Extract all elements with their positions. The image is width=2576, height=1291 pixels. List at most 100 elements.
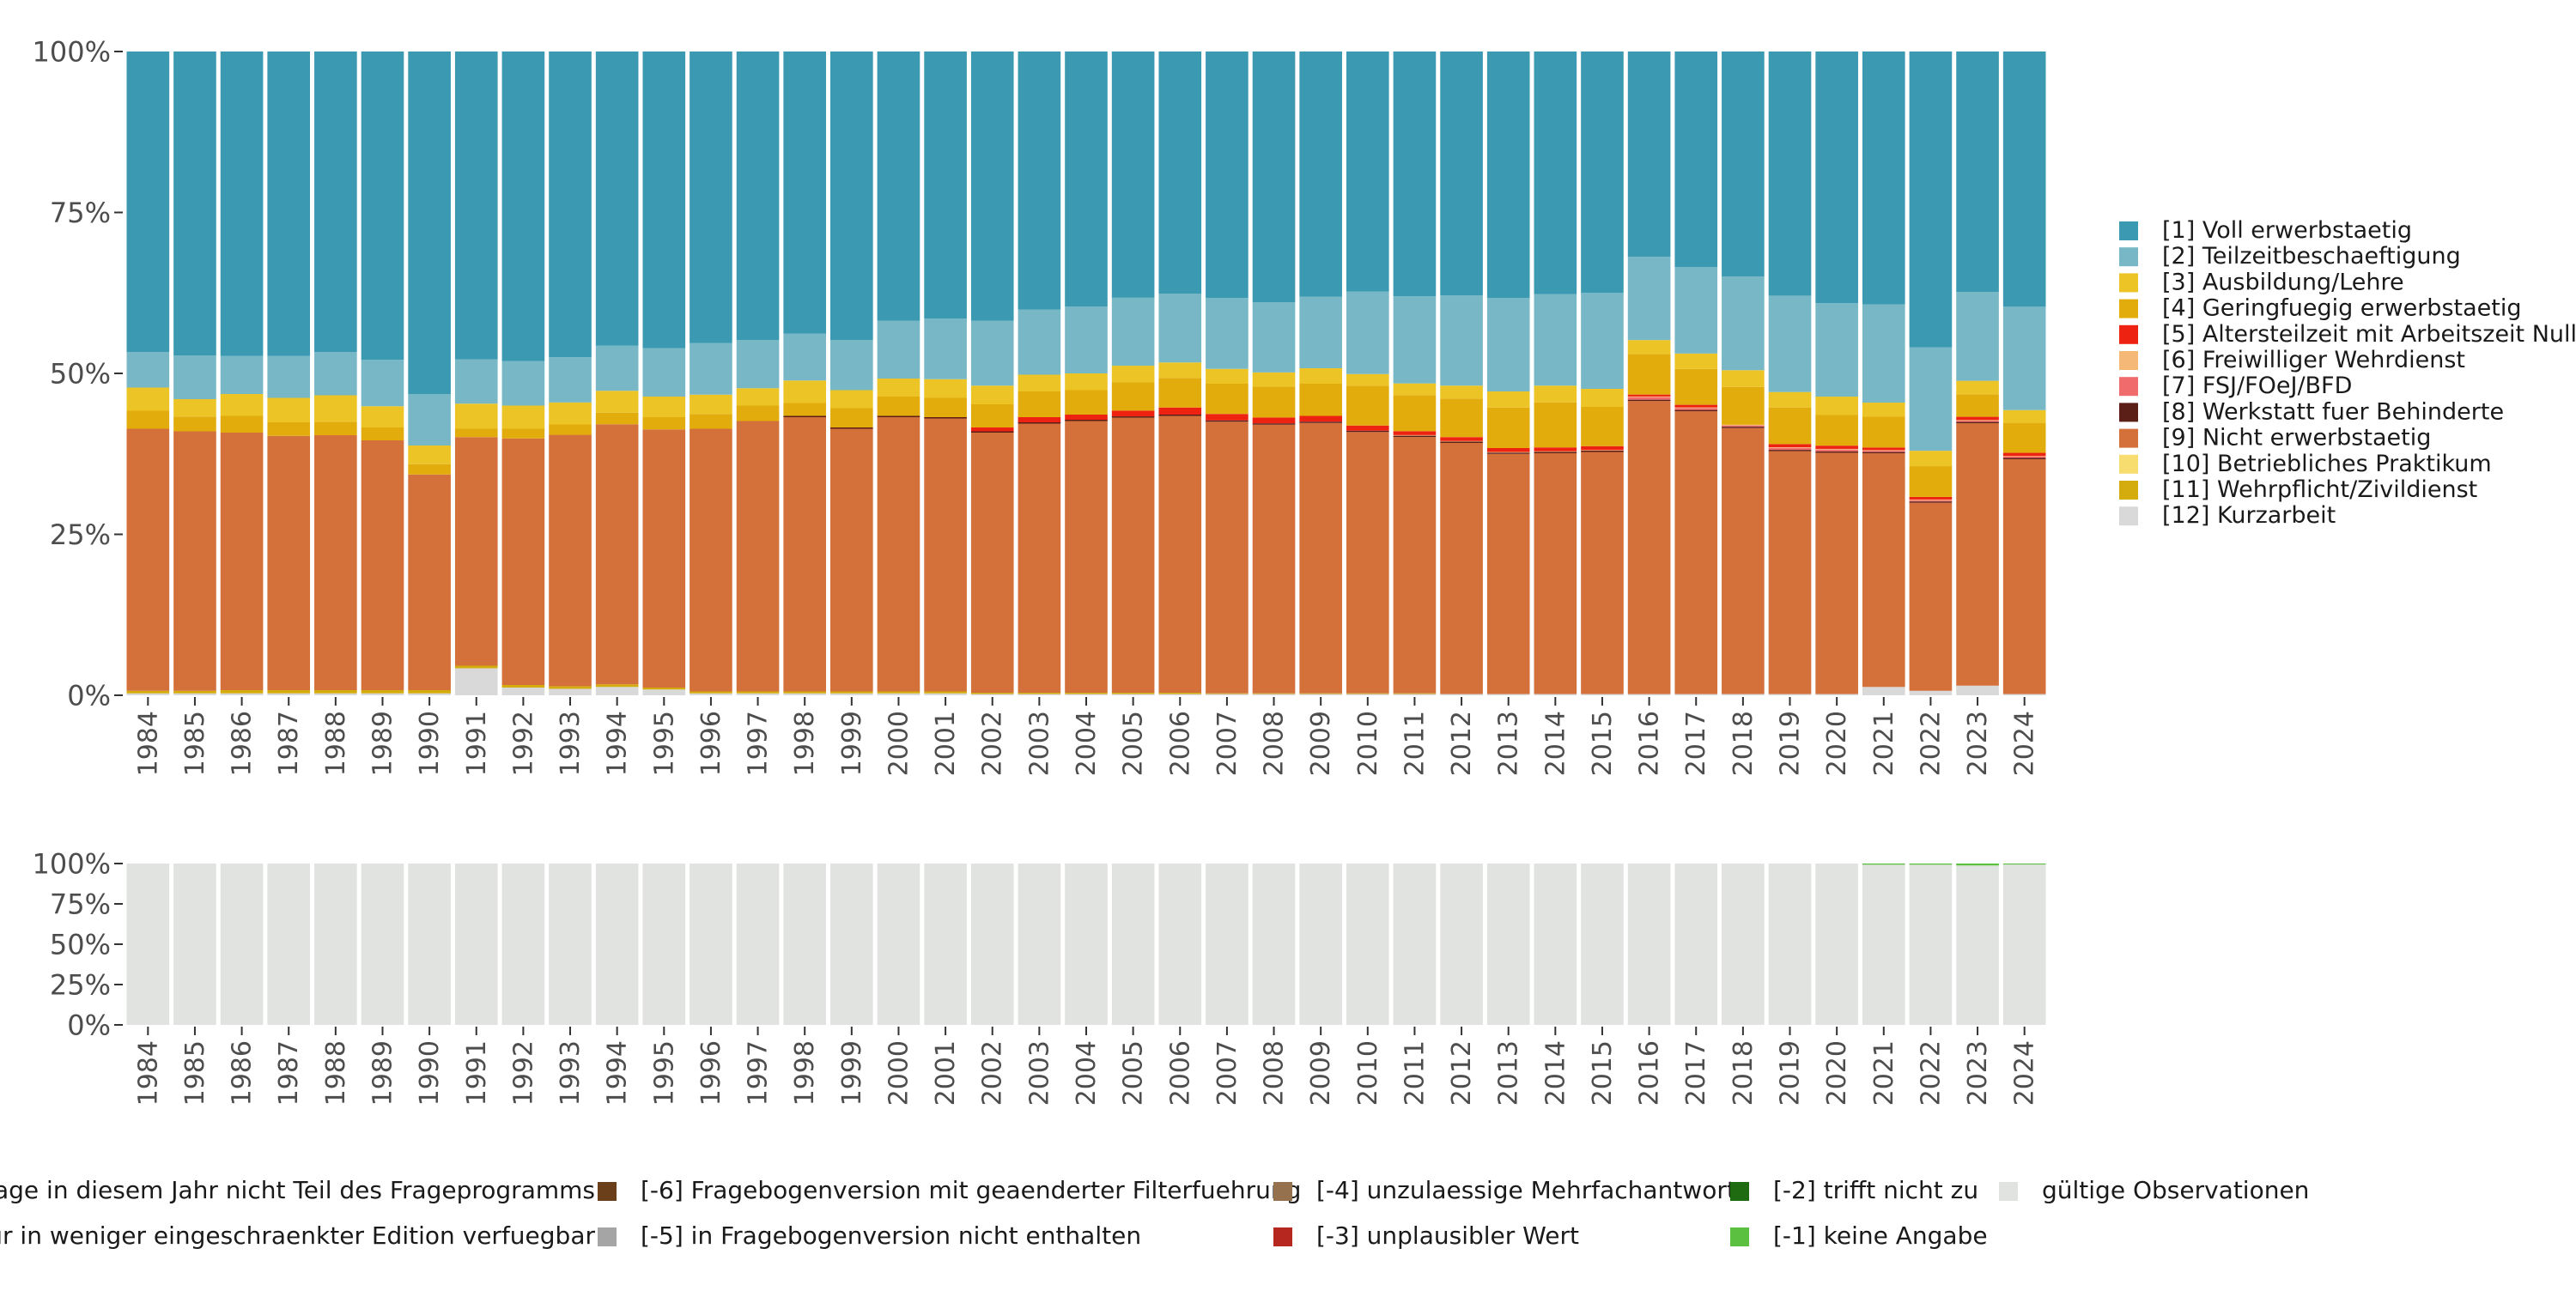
bar-segment bbox=[1018, 391, 1061, 417]
bar-segment bbox=[1862, 450, 1905, 452]
bar-segment bbox=[1768, 52, 1812, 296]
bar-segment bbox=[877, 691, 920, 694]
legend-swatch bbox=[2119, 247, 2138, 267]
bar-segment bbox=[1065, 694, 1108, 695]
bar-segment bbox=[2002, 458, 2046, 694]
top-axis-xtick-label: 1997 bbox=[744, 711, 774, 776]
bar-segment bbox=[1815, 694, 1858, 695]
bar-segment bbox=[1815, 452, 1858, 694]
top-panel: 0% 25% 50% 75% 100% 1984 1985 1986 1987 1988 1989 1… bbox=[33, 36, 2046, 776]
bar-segment bbox=[1581, 389, 1624, 407]
bar-segment bbox=[2002, 456, 2046, 458]
legend-item: [12] Kurzarbeit bbox=[2119, 502, 2336, 529]
legend-swatch bbox=[2119, 481, 2138, 500]
bottom-axis-xtick-label: 1993 bbox=[556, 1040, 586, 1106]
bar-segment bbox=[1440, 864, 1483, 1025]
bar-segment bbox=[970, 431, 1014, 433]
bar-segment bbox=[1299, 415, 1342, 422]
bar-group-2019 bbox=[1768, 52, 1812, 695]
top-axis-xtick-label: 2023 bbox=[1963, 711, 1993, 776]
bar-group-1994 bbox=[595, 52, 639, 695]
bar-segment bbox=[1299, 694, 1342, 695]
bar-segment bbox=[314, 435, 357, 690]
bar-segment bbox=[690, 691, 732, 694]
top-axis-xtick-label: 1999 bbox=[837, 711, 867, 776]
bar-segment bbox=[1393, 864, 1437, 1025]
bar-segment bbox=[454, 668, 498, 695]
bar-segment bbox=[1299, 864, 1342, 1025]
bar-segment bbox=[1252, 52, 1296, 303]
bar-group-2016 bbox=[1627, 52, 1671, 695]
bar-segment bbox=[1065, 864, 1108, 1025]
bar-segment bbox=[1956, 421, 1999, 424]
bar-segment bbox=[924, 379, 967, 398]
bar-segment bbox=[877, 320, 920, 379]
bar-segment bbox=[1862, 864, 1905, 1025]
bar-segment bbox=[501, 685, 545, 688]
bar-segment bbox=[1065, 306, 1108, 373]
bar-segment bbox=[877, 415, 920, 417]
bar-segment bbox=[1956, 864, 1999, 866]
bar-segment bbox=[783, 333, 827, 381]
bar-group-1998 bbox=[783, 864, 827, 1025]
bar-segment bbox=[1346, 430, 1389, 433]
bar-segment bbox=[220, 433, 264, 690]
bar-segment bbox=[1956, 394, 1999, 417]
legend-item: [4] Geringfuegig erwerbstaetig bbox=[2119, 295, 2522, 322]
bottom-axis-xtick-label: 2021 bbox=[1869, 1040, 1899, 1106]
missing-legend-label: [-6] Fragebogenversion mit geaenderter F… bbox=[641, 1176, 1301, 1204]
bar-segment bbox=[173, 416, 216, 432]
bar-segment bbox=[173, 399, 216, 417]
bar-segment bbox=[1534, 864, 1577, 1025]
bottom-axis-xtick-label: 1997 bbox=[744, 1040, 774, 1106]
top-axis-xtick-label: 2021 bbox=[1869, 711, 1899, 776]
bar-segment bbox=[1627, 399, 1671, 402]
bar-segment bbox=[1581, 450, 1624, 451]
bar-group-1987 bbox=[267, 52, 311, 695]
bottom-axis-xtick-label: 2000 bbox=[884, 1040, 914, 1106]
top-axis-xtick-label: 2002 bbox=[978, 711, 1008, 776]
top-axis-xtick-label: 1988 bbox=[321, 711, 351, 776]
top-axis-ytick-label: 0% bbox=[67, 680, 111, 712]
missing-legend-item: [-8] Frage in diesem Jahr nicht Teil des… bbox=[0, 1176, 595, 1204]
missing-legend-label: [-3] unplausibler Wert bbox=[1316, 1221, 1579, 1250]
bar-group-2010 bbox=[1346, 52, 1389, 695]
bar-segment bbox=[783, 380, 827, 403]
bar-segment bbox=[1299, 422, 1342, 694]
missing-legend-label: [-4] unzulaessige Mehrfachantwort bbox=[1316, 1176, 1736, 1204]
missing-legend-swatch bbox=[598, 1182, 617, 1201]
top-axis-xtick-label: 2001 bbox=[931, 711, 961, 776]
bar-group-2009 bbox=[1299, 52, 1342, 695]
bar-segment bbox=[1674, 694, 1718, 695]
bar-segment bbox=[1534, 453, 1577, 694]
bar-group-1988 bbox=[314, 52, 357, 695]
legend-swatch bbox=[2119, 454, 2138, 474]
bar-segment bbox=[1018, 309, 1061, 375]
bar-group-2001 bbox=[924, 52, 967, 695]
bar-segment bbox=[970, 52, 1014, 321]
bar-segment bbox=[1346, 425, 1389, 431]
bar-segment bbox=[126, 387, 170, 411]
bar-segment bbox=[2002, 864, 2046, 1025]
bar-segment bbox=[549, 686, 592, 689]
bottom-axis-xtick-label: 2016 bbox=[1635, 1040, 1665, 1106]
bar-segment bbox=[1722, 425, 1765, 427]
bar-segment bbox=[361, 440, 404, 690]
bar-segment bbox=[1674, 266, 1718, 354]
bar-segment bbox=[1815, 448, 1858, 450]
top-axis-xtick-label: 2017 bbox=[1681, 711, 1711, 776]
bar-segment bbox=[220, 394, 264, 416]
top-axis-xtick-label: 1995 bbox=[649, 711, 679, 776]
bar-segment bbox=[736, 340, 780, 389]
bar-group-2024 bbox=[2002, 52, 2046, 695]
bar-group-2010 bbox=[1346, 864, 1389, 1025]
bar-segment bbox=[126, 52, 170, 353]
bar-segment bbox=[1206, 298, 1249, 369]
bar-segment bbox=[1956, 423, 1999, 686]
bar-segment bbox=[1862, 403, 1905, 417]
bar-segment bbox=[501, 428, 545, 439]
bar-segment bbox=[1909, 466, 1953, 497]
missing-legend-swatch bbox=[1730, 1227, 1749, 1246]
bottom-axis-xtick-label: 2009 bbox=[1306, 1040, 1336, 1106]
missing-legend-item: [-2] trifft nicht zu bbox=[1730, 1176, 1978, 1204]
